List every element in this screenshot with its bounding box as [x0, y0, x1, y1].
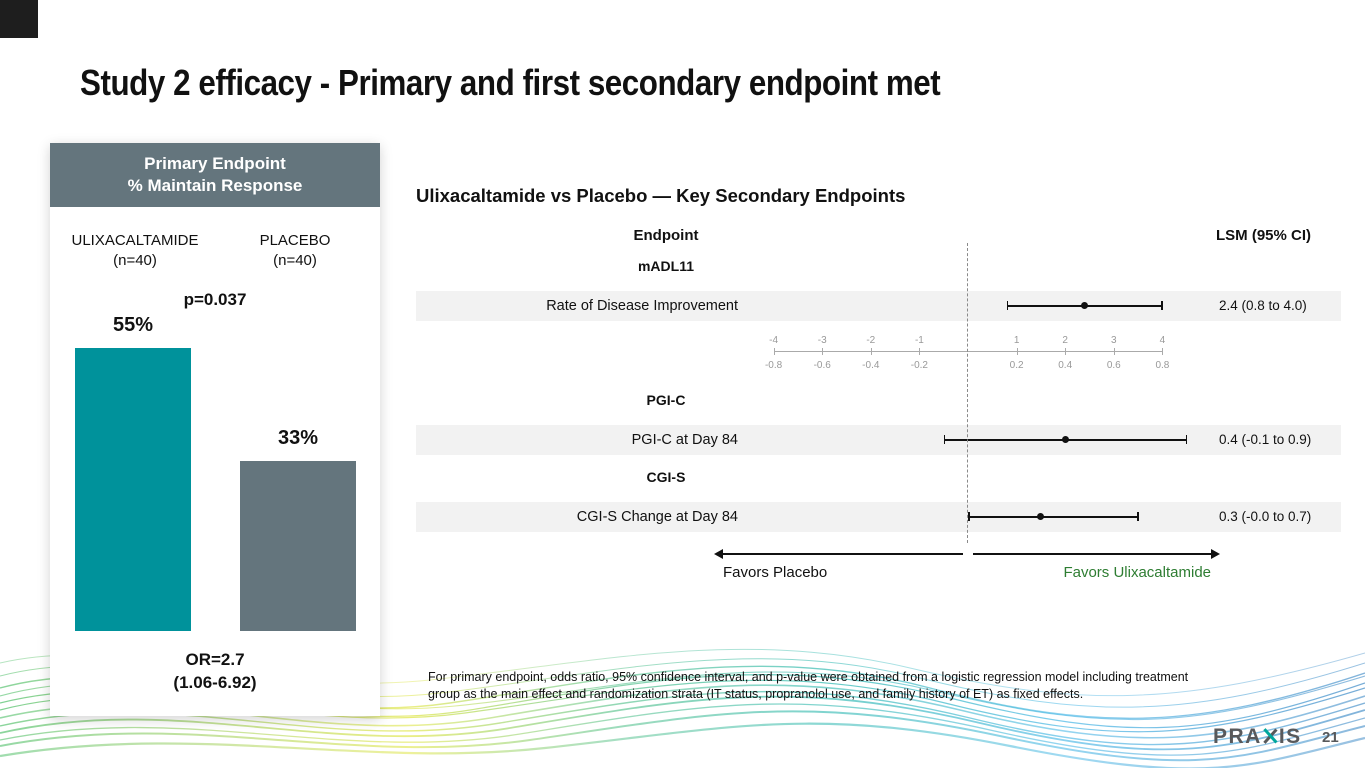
primary-endpoint-card: Primary Endpoint % Maintain Response ULI… — [50, 143, 380, 716]
row-lsm-value: 2.4 (0.8 to 4.0) — [1219, 298, 1307, 313]
ci-cap-high — [1137, 512, 1139, 521]
corner-accent-square — [0, 0, 38, 38]
favors-ulixacaltamide-arrow — [973, 549, 1220, 558]
tick-label-bottom: -0.6 — [813, 360, 831, 371]
tick-label-bottom: 0.4 — [1058, 360, 1073, 371]
tick-label-top: 1 — [1013, 335, 1020, 346]
forest-plot: Ulixacaltamide vs Placebo — Key Secondar… — [416, 185, 1341, 600]
bar-column-ulixacaltamide: 55% — [75, 228, 191, 631]
forest-row-pgic-day84: PGI-C at Day 84 0.4 (-0.1 to 0.9) — [416, 425, 1341, 455]
tick-mark — [1113, 348, 1115, 355]
point-estimate-dot — [1061, 436, 1069, 443]
forest-row-cgis-day84: CGI-S Change at Day 84 0.3 (-0.0 to 0.7) — [416, 502, 1341, 532]
praxis-logo-x-icon — [1262, 728, 1279, 744]
tick-label-top: 2 — [1062, 335, 1068, 346]
bar-value-label: 33% — [277, 427, 319, 449]
favors-placebo-arrow — [714, 549, 963, 558]
tick-label-bottom: -0.4 — [862, 360, 880, 371]
forest-title: Ulixacaltamide vs Placebo — Key Secondar… — [416, 185, 906, 206]
confidence-interval — [416, 425, 1341, 455]
tick-label-top: -1 — [914, 335, 924, 346]
tick-label-top: 3 — [1111, 335, 1117, 346]
tick-label-bottom: -0.8 — [764, 360, 783, 371]
forest-row-rate-of-disease-improvement: Rate of Disease Improvement 2.4 (0.8 to … — [416, 291, 1341, 321]
row-endpoint-label: PGI-C at Day 84 — [631, 432, 738, 448]
odds-ratio: OR=2.7 — [185, 650, 245, 669]
row-lsm-value: 0.3 (-0.0 to 0.7) — [1219, 509, 1312, 524]
tick-label-bottom: 0.8 — [1155, 360, 1170, 371]
row-endpoint-label: Rate of Disease Improvement — [546, 298, 738, 314]
tick-mark — [1016, 348, 1018, 355]
odds-ratio-block: OR=2.7 (1.06-6.92) — [50, 648, 380, 694]
praxis-logo-text-left: PRA — [1213, 725, 1262, 748]
card-header-line1: Primary Endpoint — [144, 154, 286, 173]
tick-label-bottom: -0.2 — [910, 360, 928, 371]
ci-cap-low — [1006, 301, 1009, 310]
ci-cap-low — [968, 512, 970, 521]
group-header-cgis: CGI-S — [646, 469, 686, 485]
bar-column-placebo: 33% — [240, 228, 356, 631]
p-value: p=0.037 — [183, 290, 247, 309]
lsm-column-header: LSM (95% CI) — [1216, 227, 1312, 244]
group-label-placebo: PLACEBO (n=40) — [220, 231, 370, 271]
tick-label-top: -4 — [769, 335, 779, 346]
page-number: 21 — [1322, 729, 1339, 746]
group-label-ulixacaltamide: ULIXACALTAMIDE (n=40) — [60, 231, 210, 271]
group-n: (n=40) — [113, 252, 157, 269]
group-header-pgic: PGI-C — [646, 392, 686, 408]
bar-value-label: 55% — [112, 314, 154, 336]
tick-label-bottom: 0.2 — [1009, 360, 1024, 371]
tick-label-bottom: 0.6 — [1106, 360, 1121, 371]
endpoint-column-header: Endpoint — [633, 227, 699, 244]
ci-line — [968, 516, 1139, 518]
tick-label-top: 4 — [1159, 335, 1166, 346]
row-lsm-value: 0.4 (-0.1 to 0.9) — [1219, 432, 1312, 447]
favors-placebo-label: Favors Placebo — [723, 564, 828, 581]
ci-cap-high — [1161, 301, 1163, 310]
ci-cap-low — [943, 435, 946, 444]
card-header-line2: % Maintain Response — [127, 176, 303, 195]
row-endpoint-label: CGI-S Change at Day 84 — [576, 509, 738, 525]
odds-ratio-ci: (1.06-6.92) — [173, 673, 257, 692]
tick-mark — [1065, 348, 1067, 355]
tick-mark — [919, 348, 921, 355]
tick-mark — [822, 348, 824, 355]
bar-chart: 55% 33% — [50, 228, 380, 631]
confidence-interval — [416, 502, 1341, 532]
tick-mark — [870, 348, 872, 355]
card-header: Primary Endpoint % Maintain Response — [50, 143, 380, 207]
group-n: (n=40) — [273, 252, 317, 269]
praxis-logo-text-right: IS — [1278, 725, 1302, 748]
slide-title: Study 2 efficacy - Primary and first sec… — [80, 62, 941, 103]
group-name: PLACEBO — [259, 232, 331, 249]
dual-scale-axis: -4 -3 -2 -1 1 2 3 4 -0.8 -0.6 -0.4 -0.2 0.2 0.4 0.6 0.8 — [416, 335, 1341, 377]
group-name: ULIXACALTAMIDE — [71, 232, 199, 249]
tick-mark — [1162, 348, 1164, 355]
confidence-interval — [416, 291, 1341, 321]
tick-mark — [773, 348, 775, 355]
praxis-logo: PRA IS — [1213, 725, 1302, 749]
favors-ulixacaltamide-label: Favors Ulixacaltamide — [1063, 564, 1211, 581]
bar-ulixacaltamide — [75, 348, 191, 631]
group-header-madl11: mADL11 — [637, 258, 695, 274]
zero-reference-line — [967, 243, 968, 543]
tick-label-top: -2 — [866, 335, 876, 346]
ci-cap-high — [1185, 435, 1188, 444]
footnote: For primary endpoint, odds ratio, 95% co… — [428, 670, 1189, 702]
bar-placebo — [240, 461, 356, 631]
tick-label-top: -3 — [817, 335, 827, 346]
point-estimate-dot — [1037, 513, 1045, 520]
point-estimate-dot — [1081, 302, 1089, 309]
